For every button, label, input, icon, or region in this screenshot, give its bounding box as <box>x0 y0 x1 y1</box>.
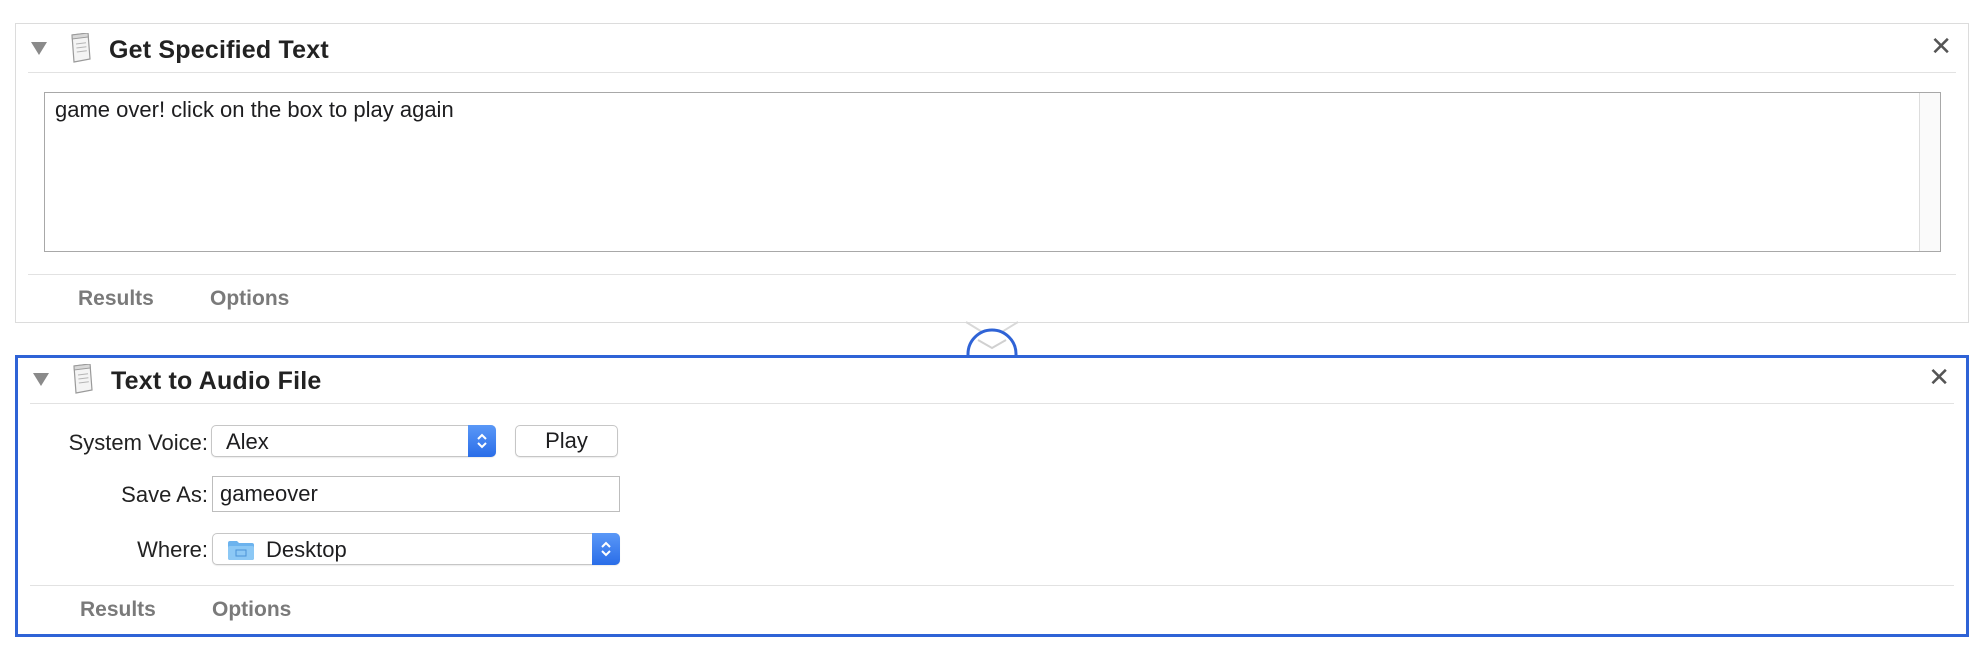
document-icon <box>73 364 93 394</box>
disclosure-triangle-icon[interactable] <box>33 373 49 386</box>
action-title: Get Specified Text <box>109 36 329 64</box>
action-text-to-audio-file[interactable]: Text to Audio File ✕ System Voice: Alex … <box>15 355 1969 637</box>
options-tab[interactable]: Options <box>210 287 290 310</box>
system-voice-value: Alex <box>226 429 269 454</box>
document-icon <box>71 33 91 63</box>
action-footer: Results Options <box>30 585 1954 634</box>
system-voice-label: System Voice: <box>68 430 208 455</box>
close-icon[interactable]: ✕ <box>1928 362 1950 392</box>
specified-text-content: game over! click on the box to play agai… <box>55 97 454 122</box>
action-header[interactable]: Get Specified Text ✕ <box>28 24 1956 73</box>
action-header[interactable]: Text to Audio File ✕ <box>30 355 1954 404</box>
chevron-up-down-icon <box>592 533 620 565</box>
specified-text-area[interactable]: game over! click on the box to play agai… <box>44 92 1941 252</box>
vertical-scrollbar[interactable] <box>1919 93 1940 251</box>
action-footer: Results Options <box>28 274 1956 323</box>
folder-icon <box>228 541 254 560</box>
where-label: Where: <box>137 537 208 562</box>
save-as-label: Save As: <box>121 482 208 507</box>
results-tab[interactable]: Results <box>78 287 154 310</box>
results-tab[interactable]: Results <box>80 598 156 621</box>
close-icon[interactable]: ✕ <box>1930 31 1952 61</box>
system-voice-popup[interactable]: Alex <box>211 425 496 457</box>
action-connector <box>965 321 1019 358</box>
where-value: Desktop <box>266 537 347 562</box>
action-title: Text to Audio File <box>111 367 322 395</box>
where-popup[interactable]: Desktop <box>212 533 620 565</box>
save-as-input[interactable] <box>212 476 620 512</box>
action-get-specified-text[interactable]: Get Specified Text ✕ game over! click on… <box>15 23 1969 323</box>
options-tab[interactable]: Options <box>212 598 292 621</box>
chevron-up-down-icon <box>468 425 496 457</box>
disclosure-triangle-icon[interactable] <box>31 42 47 55</box>
play-button[interactable]: Play <box>515 425 618 457</box>
